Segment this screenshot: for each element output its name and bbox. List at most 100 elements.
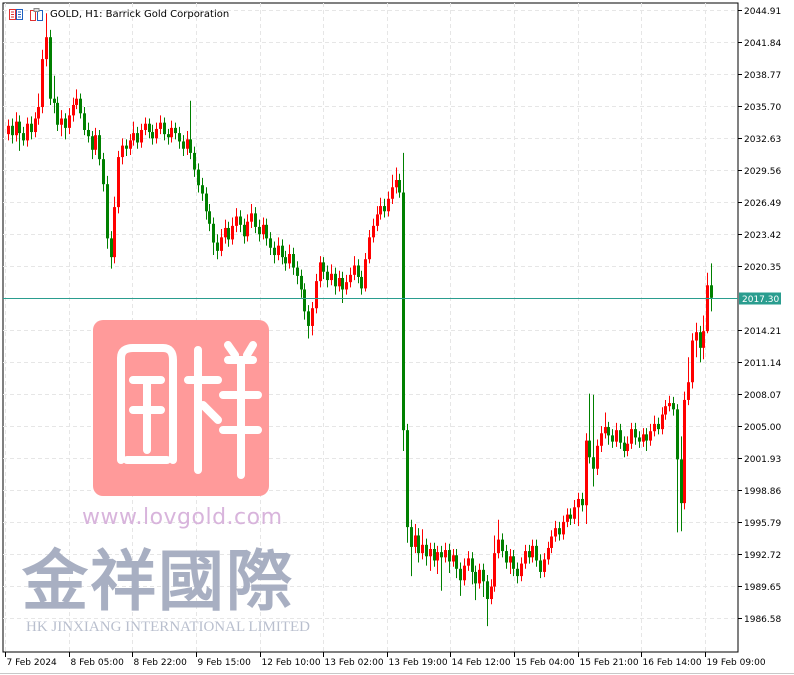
candle-body bbox=[444, 550, 447, 558]
candle-down bbox=[482, 563, 485, 597]
candle-down bbox=[281, 239, 284, 265]
candle-body bbox=[455, 555, 458, 569]
x-tick-label: 8 Feb 05:00 bbox=[71, 658, 125, 668]
candle-down bbox=[433, 542, 436, 567]
candle-body bbox=[474, 571, 477, 584]
candle-body bbox=[588, 440, 591, 458]
candle-down bbox=[212, 217, 215, 256]
candle-down bbox=[383, 198, 386, 218]
candle-body bbox=[68, 115, 71, 128]
candle-body bbox=[501, 539, 504, 552]
candle-body bbox=[167, 134, 170, 138]
candle-up bbox=[702, 315, 705, 360]
symbol-info-icon[interactable] bbox=[30, 8, 44, 21]
candle-up bbox=[368, 230, 371, 264]
candle-body bbox=[478, 569, 481, 584]
candle-body bbox=[695, 332, 698, 341]
candle-down bbox=[193, 146, 196, 177]
candle-down bbox=[638, 431, 641, 448]
candle-down bbox=[216, 234, 219, 260]
candle-up bbox=[288, 244, 291, 269]
candle-down bbox=[205, 187, 208, 220]
candle-body bbox=[132, 133, 135, 141]
candle-body bbox=[550, 536, 553, 548]
candle-body bbox=[296, 267, 299, 276]
candle-body bbox=[7, 125, 10, 135]
candle-up bbox=[421, 529, 424, 560]
candle-body bbox=[45, 37, 48, 60]
candle-body bbox=[372, 225, 375, 238]
candle-body bbox=[661, 414, 664, 430]
candle-down bbox=[30, 116, 33, 140]
candle-body bbox=[269, 238, 272, 248]
candle-body bbox=[110, 238, 113, 258]
candle-body bbox=[547, 547, 550, 560]
candle-up bbox=[642, 428, 645, 447]
candle-body bbox=[623, 442, 626, 452]
candle-body bbox=[216, 242, 219, 251]
candle-body bbox=[448, 550, 451, 562]
y-tick-label: 2008.07 bbox=[744, 391, 781, 401]
x-tick-label: 13 Feb 19:00 bbox=[389, 658, 448, 668]
x-tick-label: 8 Feb 22:00 bbox=[134, 658, 188, 668]
candle-down bbox=[486, 575, 489, 627]
candle-down bbox=[623, 436, 626, 458]
candle-up bbox=[463, 558, 466, 586]
candle-body bbox=[315, 281, 318, 309]
candle-up bbox=[353, 256, 356, 281]
candle-up bbox=[330, 264, 333, 286]
candle-down bbox=[83, 107, 86, 136]
candle-body bbox=[193, 152, 196, 170]
y-tick-label: 1992.72 bbox=[744, 551, 781, 561]
candle-up bbox=[444, 542, 447, 563]
candle-up bbox=[596, 439, 599, 475]
candle-up bbox=[250, 203, 253, 228]
candle-body bbox=[524, 551, 527, 564]
axes: 2044.91 2041.84 2038.77 2035.70 2032.63 2029.… bbox=[0, 7, 794, 674]
candle-up bbox=[543, 553, 546, 578]
candle-body bbox=[429, 548, 432, 557]
candle-up bbox=[15, 112, 18, 142]
candle-body bbox=[334, 273, 337, 287]
candle-down bbox=[607, 421, 610, 445]
candle-body bbox=[129, 140, 132, 149]
candle-up bbox=[691, 333, 694, 389]
candle-up bbox=[626, 436, 629, 457]
candle-down bbox=[455, 548, 458, 579]
candle-up bbox=[41, 49, 44, 114]
candle-body bbox=[178, 133, 181, 142]
candle-up bbox=[706, 272, 709, 334]
candle-body bbox=[159, 122, 162, 129]
candle-down bbox=[110, 231, 113, 269]
candle-up bbox=[649, 423, 652, 446]
y-tick-label: 2014.21 bbox=[744, 327, 781, 337]
current-price-label: 2017.30 bbox=[742, 295, 779, 305]
candle-body bbox=[322, 262, 325, 272]
candle-down bbox=[22, 126, 25, 146]
candle-down bbox=[258, 219, 261, 242]
candle-body bbox=[277, 245, 280, 256]
chart-list-icon[interactable] bbox=[9, 9, 23, 20]
candle-down bbox=[645, 428, 648, 452]
candle-body bbox=[75, 98, 78, 105]
candle-up bbox=[129, 134, 132, 155]
candle-down bbox=[201, 177, 204, 201]
candle-body bbox=[98, 135, 101, 160]
y-tick-label: 2035.70 bbox=[744, 103, 781, 113]
candle-body bbox=[15, 121, 18, 136]
candle-up bbox=[493, 535, 496, 592]
candle-down bbox=[710, 263, 713, 312]
candle-body bbox=[471, 558, 474, 572]
candle-body bbox=[596, 445, 599, 469]
candle-body bbox=[421, 544, 424, 554]
candle-down bbox=[79, 93, 82, 119]
candle-down bbox=[189, 100, 192, 160]
x-tick-label: 15 Feb 04:00 bbox=[516, 658, 575, 668]
candle-down bbox=[64, 113, 67, 140]
candle-up bbox=[664, 399, 667, 420]
candle-body bbox=[144, 123, 147, 130]
candle-body bbox=[683, 399, 686, 504]
candle-body bbox=[668, 403, 671, 407]
candle-down bbox=[273, 241, 276, 264]
